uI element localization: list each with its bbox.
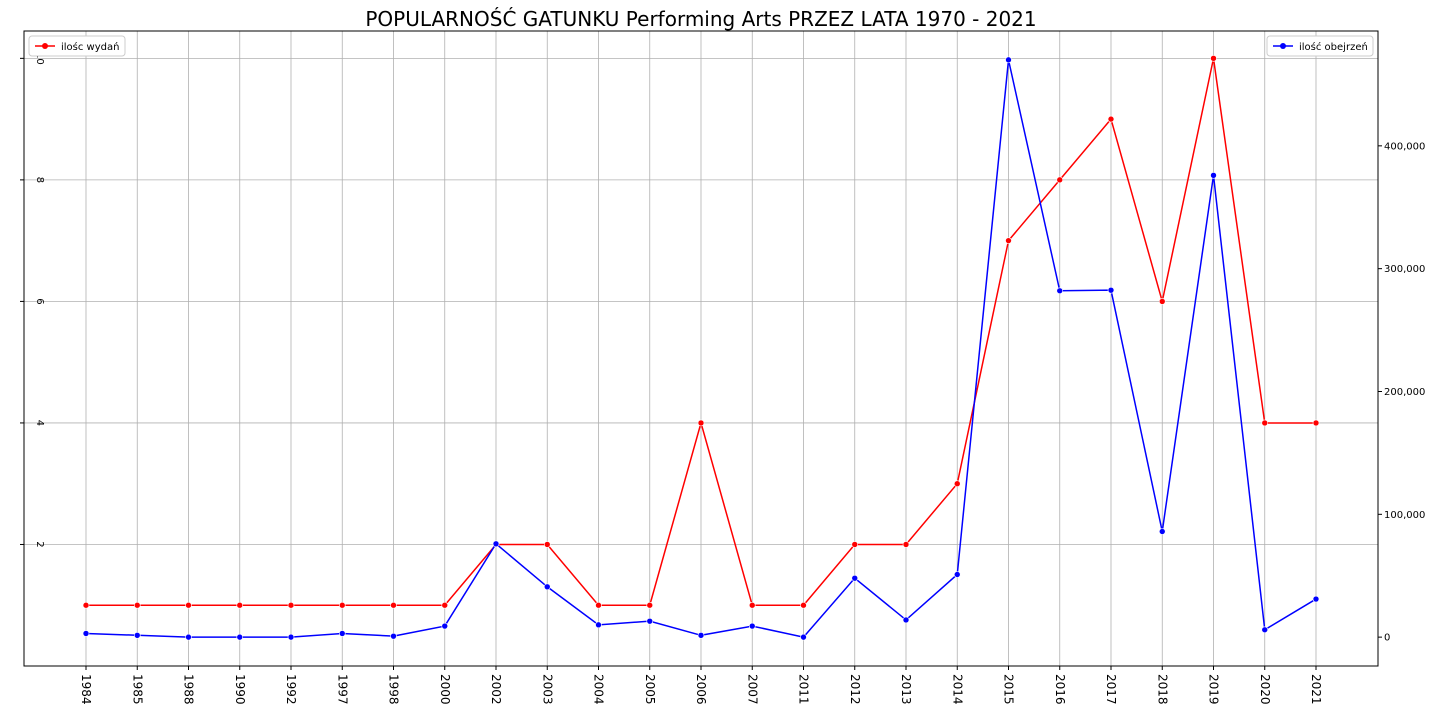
data-point [1005, 237, 1012, 244]
legend-marker [1280, 43, 1286, 49]
data-point [902, 616, 910, 624]
data-point [338, 601, 346, 609]
x-tick-label: 2016 [1053, 674, 1067, 705]
grid-lines [24, 31, 1378, 666]
data-point [646, 617, 654, 625]
x-tick-label: 2018 [1155, 674, 1169, 705]
data-point [82, 630, 90, 637]
chart-title: POPULARNOŚĆ GATUNKU Performing Arts PRZE… [365, 7, 1036, 31]
data-point [287, 633, 295, 641]
y-left-tick-label: 4 [34, 420, 45, 426]
y-right-tick-label: 200,000 [1384, 387, 1425, 398]
x-tick-label: 2004 [592, 674, 606, 705]
data-point [133, 631, 141, 639]
data-point [492, 540, 500, 548]
x-tick-label: 1984 [79, 674, 93, 705]
legend-layer: ilośc wydań ilość obejrzeń [28, 35, 1374, 57]
data-point [543, 583, 551, 591]
x-tick-label: 2020 [1258, 674, 1272, 705]
data-point [236, 633, 244, 641]
data-point [390, 601, 397, 609]
x-tick-label: 2006 [694, 674, 708, 705]
y-right-tick-label: 100,000 [1384, 510, 1425, 521]
x-tick-label: 1998 [387, 674, 401, 705]
data-point [82, 601, 90, 609]
data-point [1210, 172, 1217, 179]
legend-box [1266, 35, 1374, 57]
x-tick-label: 2013 [899, 674, 913, 705]
x-tick-label: 2012 [848, 674, 862, 705]
data-point [851, 541, 859, 548]
data-point [800, 601, 807, 609]
data-point [441, 622, 449, 630]
x-tick-label: 2017 [1104, 674, 1118, 705]
data-point [1158, 298, 1166, 305]
tick-layer: 1984 1985 1988 1990 1992 1997 1998 2000 2002 2003… [20, 52, 1425, 705]
data-point [697, 631, 705, 639]
legend-right: ilość obejrzeń [1266, 35, 1374, 57]
legend-marker [42, 43, 48, 49]
data-point [953, 571, 961, 578]
data-point [902, 541, 910, 548]
y-left-tick-label: 10 [34, 52, 45, 65]
data-point [1261, 419, 1269, 427]
x-tick-label: 2015 [1002, 674, 1016, 705]
y-left-tick-label: 2 [34, 541, 45, 547]
y-left-tick-label: 6 [34, 298, 45, 304]
x-tick-label: 2002 [489, 674, 503, 705]
data-point [595, 621, 602, 629]
data-point [441, 601, 449, 609]
data-point [287, 601, 295, 609]
data-point [595, 601, 602, 609]
x-tick-label: 1997 [335, 674, 349, 705]
x-tick-label: 1992 [284, 674, 298, 705]
series-layer [82, 55, 1320, 641]
data-point [748, 601, 756, 609]
data-point [1056, 287, 1064, 295]
data-point [697, 419, 705, 427]
data-point [236, 601, 244, 609]
data-point [338, 630, 346, 637]
data-point [1261, 626, 1269, 634]
x-tick-label: 2019 [1207, 674, 1221, 705]
data-point [646, 601, 654, 609]
y-right-tick-label: 0 [1384, 633, 1390, 644]
x-tick-label: 1990 [233, 674, 247, 705]
data-point [185, 633, 192, 641]
data-point [1312, 595, 1320, 603]
y-right-tick-label: 400,000 [1384, 141, 1425, 152]
y-right-tick-label: 300,000 [1384, 264, 1425, 275]
x-tick-label: 2003 [540, 674, 554, 705]
x-tick-label: 2011 [797, 674, 811, 705]
data-point [1056, 176, 1064, 184]
x-tick-label: 2021 [1309, 674, 1323, 705]
legend-box [28, 35, 126, 57]
legend-left: ilośc wydań [28, 35, 126, 57]
data-point [1107, 115, 1115, 123]
x-tick-label: 1988 [182, 674, 196, 705]
x-tick-label: 2000 [438, 674, 452, 705]
data-point [185, 601, 192, 609]
y-left-tick-label: 8 [34, 177, 45, 183]
data-point [1210, 55, 1217, 62]
x-tick-label: 2005 [643, 674, 657, 705]
data-point [1158, 528, 1166, 535]
legend-label: ilośc wydań [61, 41, 119, 53]
data-point [748, 622, 756, 630]
x-tick-label: 1985 [130, 674, 144, 705]
x-tick-label: 2007 [745, 674, 759, 705]
x-tick-label: 2014 [950, 674, 964, 705]
data-point [543, 541, 551, 548]
data-point [1107, 286, 1115, 294]
data-point [800, 633, 807, 641]
data-point [390, 632, 397, 640]
data-point [1312, 419, 1320, 427]
data-point [1005, 56, 1012, 64]
data-point [851, 574, 859, 582]
data-point [953, 480, 961, 488]
legend-label: ilość obejrzeń [1299, 41, 1368, 53]
data-point [133, 601, 141, 609]
